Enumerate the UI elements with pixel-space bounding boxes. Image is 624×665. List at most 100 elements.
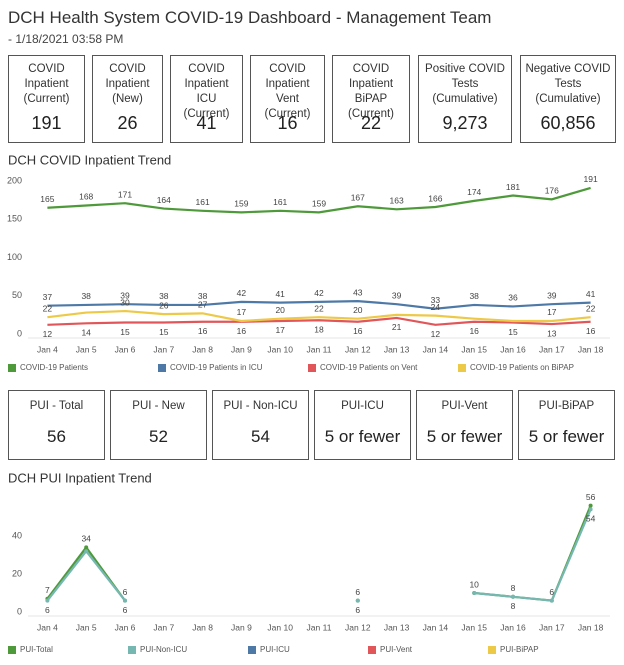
data-label: 163 bbox=[390, 196, 404, 206]
data-label: 161 bbox=[196, 197, 210, 207]
kpi-card: COVID Inpatient BiPAP (Current) 22 bbox=[332, 55, 410, 143]
x-tick-label: Jan 12 bbox=[345, 622, 371, 632]
x-tick-label: Jan 14 bbox=[423, 344, 449, 354]
series-line bbox=[47, 309, 591, 323]
point bbox=[549, 598, 554, 603]
x-tick-label: Jan 11 bbox=[307, 622, 332, 632]
data-label: 16 bbox=[586, 326, 596, 336]
kpi-value: 9,273 bbox=[442, 113, 488, 133]
x-tick-label: Jan 7 bbox=[153, 344, 174, 354]
chart-title: DCH COVID Inpatient Trend bbox=[8, 152, 171, 167]
data-label: 22 bbox=[43, 303, 53, 313]
pui-card: PUI-ICU 5 or fewer bbox=[314, 390, 411, 460]
x-tick-label: Jan 9 bbox=[231, 344, 252, 354]
data-label: 8 bbox=[511, 583, 516, 593]
data-label: 16 bbox=[469, 326, 479, 336]
data-label: 22 bbox=[586, 303, 596, 313]
data-label: 16 bbox=[237, 326, 247, 336]
kpi-value: 60,856 bbox=[540, 113, 596, 133]
legend-swatch bbox=[128, 646, 136, 654]
data-label: 16 bbox=[353, 326, 363, 336]
data-label: 13 bbox=[547, 328, 557, 338]
data-label: 30 bbox=[120, 297, 130, 307]
data-label: 191 bbox=[584, 174, 598, 184]
pui-label: PUI - Non-ICU bbox=[223, 400, 298, 412]
x-tick-label: Jan 6 bbox=[115, 344, 136, 354]
data-label: 159 bbox=[234, 199, 248, 209]
x-tick-label: Jan 5 bbox=[76, 622, 97, 632]
data-label: 6 bbox=[355, 587, 360, 597]
legend-label: COVID-19 Patients on Vent bbox=[320, 363, 418, 372]
y-tick-label: 0 bbox=[17, 328, 22, 338]
data-label: 21 bbox=[392, 322, 402, 332]
y-tick-label: 20 bbox=[12, 568, 22, 578]
x-tick-label: Jan 16 bbox=[500, 622, 526, 632]
data-label: 34 bbox=[81, 534, 91, 544]
data-label: 43 bbox=[353, 287, 363, 297]
legend-swatch bbox=[488, 646, 496, 654]
x-tick-label: Jan 11 bbox=[307, 344, 332, 354]
pui-card: PUI - New 52 bbox=[110, 390, 207, 460]
y-tick-label: 150 bbox=[7, 214, 22, 224]
x-tick-label: Jan 5 bbox=[76, 344, 97, 354]
data-label: 161 bbox=[273, 197, 287, 207]
legend-swatch bbox=[368, 646, 376, 654]
x-tick-label: Jan 13 bbox=[384, 622, 410, 632]
data-label: 20 bbox=[353, 305, 363, 315]
point bbox=[588, 503, 593, 508]
pui-value: 52 bbox=[149, 427, 168, 446]
kpi-card: Negative COVID Tests (Cumulative) 60,856 bbox=[520, 55, 616, 143]
x-tick-label: Jan 4 bbox=[37, 622, 58, 632]
data-label: 168 bbox=[79, 192, 93, 202]
data-label: 8 bbox=[511, 601, 516, 611]
pui-value: 5 or fewer bbox=[528, 427, 605, 446]
legend-swatch bbox=[248, 646, 256, 654]
data-label: 15 bbox=[508, 327, 518, 337]
pui-label: PUI-BiPAP bbox=[538, 400, 595, 412]
kpi-label: Positive COVID Tests (Cumulative) bbox=[425, 63, 505, 105]
pui-label: PUI-ICU bbox=[341, 400, 384, 412]
chart-title: DCH PUI Inpatient Trend bbox=[8, 470, 152, 485]
x-tick-label: Jan 10 bbox=[267, 344, 293, 354]
kpi-label: COVID Inpatient (New) bbox=[105, 63, 150, 105]
kpi-card: COVID Inpatient Vent (Current) 16 bbox=[250, 55, 325, 143]
data-label: 38 bbox=[81, 291, 91, 301]
data-label: 16 bbox=[198, 326, 208, 336]
data-label: 38 bbox=[198, 291, 208, 301]
data-label: 41 bbox=[275, 289, 285, 299]
dashboard-title: DCH Health System COVID-19 Dashboard - M… bbox=[8, 8, 492, 27]
pui-card: PUI - Total 56 bbox=[8, 390, 105, 460]
point bbox=[472, 591, 477, 595]
kpi-label: COVID Inpatient BiPAP (Current) bbox=[347, 63, 394, 120]
x-tick-label: Jan 15 bbox=[461, 344, 487, 354]
data-label: 176 bbox=[545, 186, 559, 196]
pui-card: PUI - Non-ICU 54 bbox=[212, 390, 309, 460]
x-tick-label: Jan 8 bbox=[192, 622, 213, 632]
kpi-value: 26 bbox=[117, 113, 138, 133]
x-tick-label: Jan 14 bbox=[423, 622, 449, 632]
data-label: 26 bbox=[159, 300, 169, 310]
legend-label: PUI-ICU bbox=[260, 645, 290, 654]
data-label: 42 bbox=[237, 288, 247, 298]
x-tick-label: Jan 17 bbox=[539, 344, 565, 354]
data-label: 39 bbox=[392, 290, 402, 300]
data-label: 165 bbox=[40, 194, 54, 204]
point bbox=[84, 549, 89, 554]
kpi-card: Positive COVID Tests (Cumulative) 9,273 bbox=[418, 55, 512, 143]
data-label: 164 bbox=[157, 195, 171, 205]
data-label: 54 bbox=[586, 514, 596, 524]
x-tick-label: Jan 7 bbox=[153, 622, 174, 632]
legend-swatch bbox=[8, 646, 16, 654]
x-tick-label: Jan 18 bbox=[578, 622, 604, 632]
y-tick-label: 40 bbox=[12, 530, 22, 540]
data-label: 15 bbox=[159, 327, 169, 337]
data-label: 7 bbox=[45, 585, 50, 595]
data-label: 38 bbox=[159, 291, 169, 301]
data-label: 10 bbox=[469, 579, 479, 589]
series-line bbox=[47, 300, 591, 310]
pui-value: 54 bbox=[251, 427, 270, 446]
data-label: 181 bbox=[506, 182, 520, 192]
legend-swatch bbox=[308, 364, 316, 372]
point bbox=[45, 598, 50, 603]
y-tick-label: 50 bbox=[12, 290, 22, 300]
